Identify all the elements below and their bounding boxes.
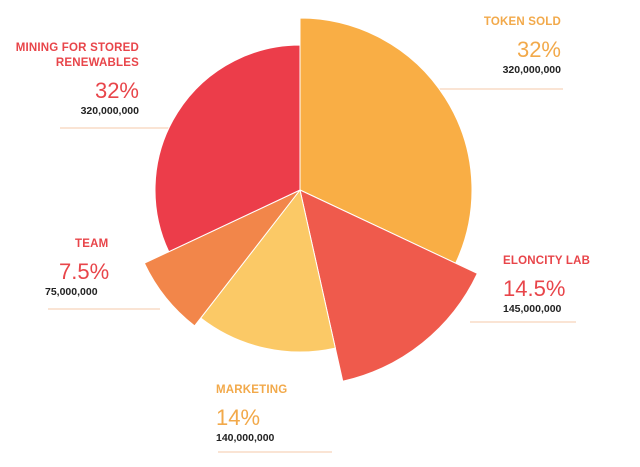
slice-name: ELONCITY LAB <box>503 255 591 267</box>
slice-percent: 32% <box>516 37 561 62</box>
label-token-sold: TOKEN SOLD 32% 320,000,000 <box>420 15 561 76</box>
slice-name: TOKEN SOLD <box>483 16 561 28</box>
label-team: TEAM 7.5% 75,000,000 <box>45 237 165 298</box>
slice-amount: 320,000,000 <box>80 105 139 117</box>
pie-slice-token-sold <box>299 17 473 264</box>
slice-percent: 32% <box>94 78 139 103</box>
label-marketing: MARKETING 14% 140,000,000 <box>216 383 346 444</box>
slice-name: TEAM <box>75 238 109 250</box>
slice-amount: 145,000,000 <box>503 303 562 315</box>
pie-slice-mining <box>154 44 301 253</box>
slice-amount: 140,000,000 <box>216 432 275 444</box>
slice-name: MINING FOR STORED RENEWABLES <box>15 42 139 69</box>
slice-percent: 7.5% <box>59 259 110 284</box>
slice-amount: 320,000,000 <box>502 64 561 76</box>
pie-slice-team <box>143 189 301 327</box>
pie-slice-marketing <box>200 188 336 353</box>
pie-slice-eloncity-lab <box>299 189 479 382</box>
slice-percent: 14% <box>216 405 261 430</box>
label-mining: MINING FOR STORED RENEWABLES 32% 320,000… <box>0 41 139 117</box>
slice-name: MARKETING <box>216 384 288 396</box>
label-eloncity-lab: ELONCITY LAB 14.5% 145,000,000 <box>503 254 633 315</box>
slice-percent: 14.5% <box>503 276 566 301</box>
slice-amount: 75,000,000 <box>45 286 98 298</box>
